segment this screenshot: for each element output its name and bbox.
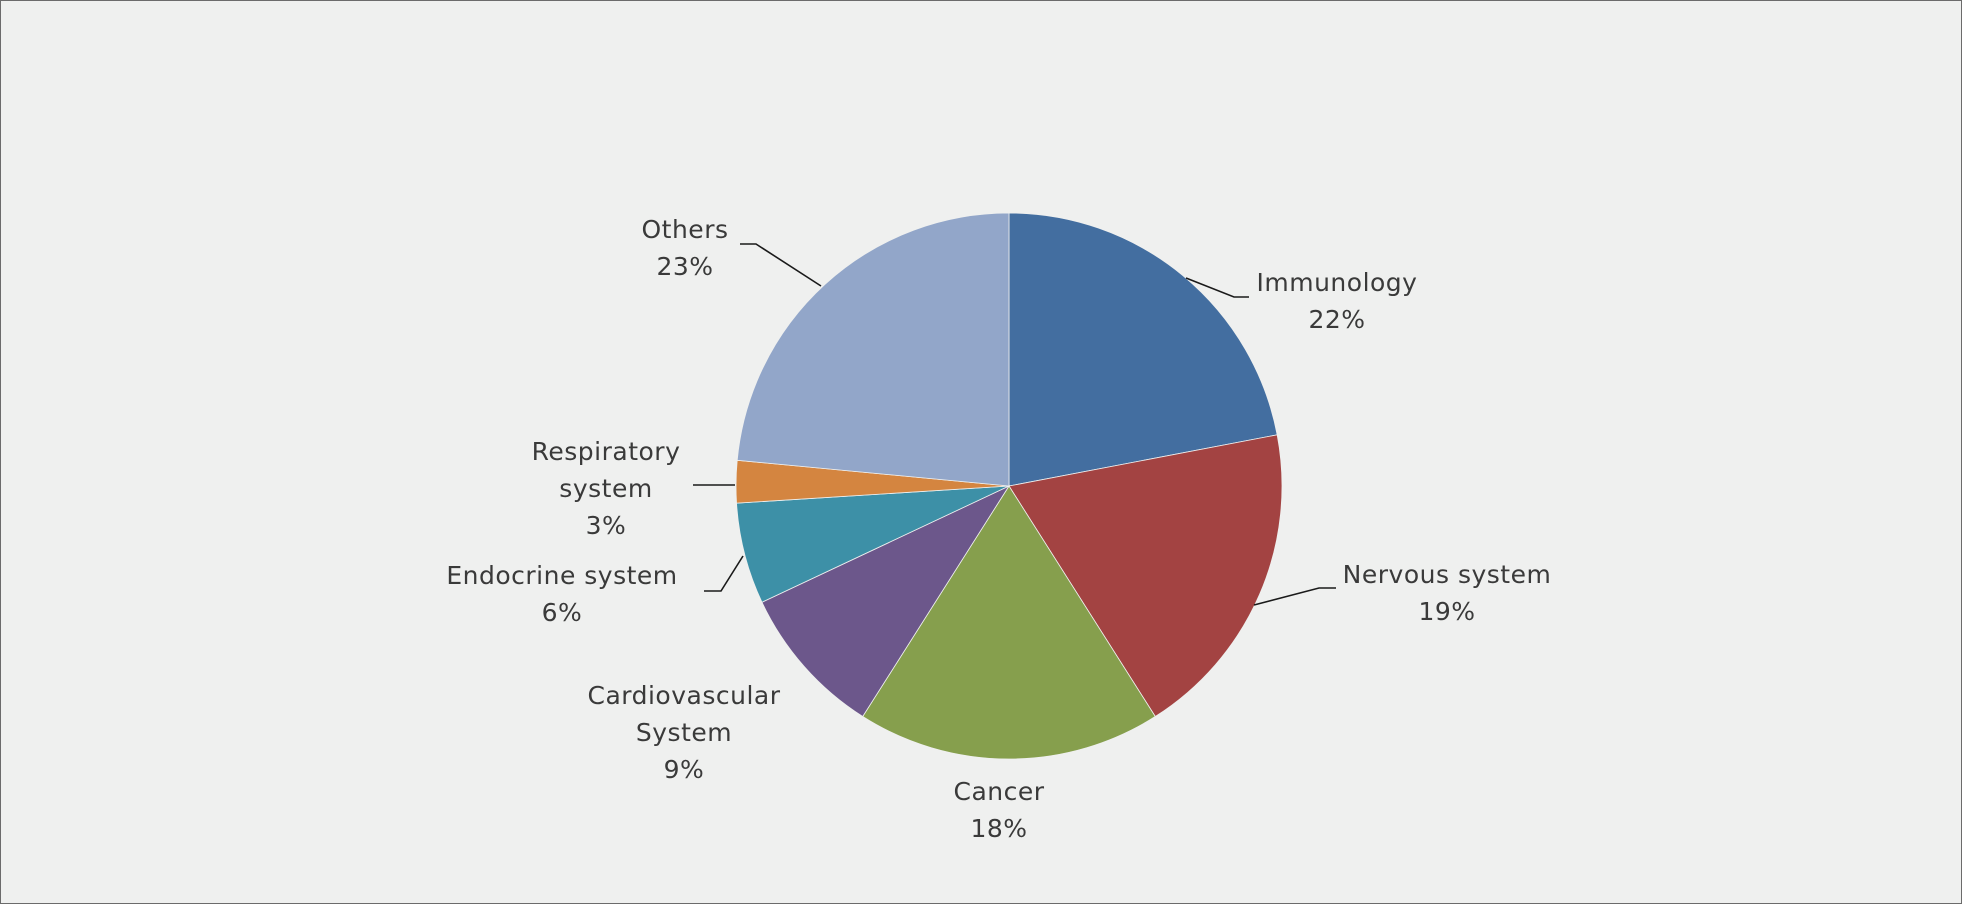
leader-lines — [693, 243, 1336, 606]
slice-category: Endocrine system — [446, 561, 677, 590]
slice-percent: 18% — [970, 814, 1027, 843]
slice-category: System — [636, 718, 732, 747]
slice-labels: Immunology 22%Nervous system 19%Cancer 18%C… — [446, 215, 1552, 843]
slice-percent: 19% — [1418, 597, 1475, 626]
pie-slice-cardiovascular-system — [761, 485, 1011, 718]
pie-slice-nervous-system — [1008, 434, 1283, 718]
slice-label-nervous-system: Nervous system 19% — [1343, 560, 1552, 626]
slice-category: system — [559, 474, 652, 503]
slice-category: Cancer — [953, 777, 1044, 806]
slice-label-cancer: Cancer 18% — [953, 777, 1044, 843]
slice-category: Respiratory — [532, 437, 681, 466]
leader-line-immunology — [1185, 277, 1249, 298]
slice-percent: 23% — [656, 252, 713, 281]
pie-slice-cancer — [862, 485, 1156, 760]
leader-line-endocrine-system — [704, 555, 744, 592]
pie-slices — [735, 212, 1283, 760]
slice-category: Nervous system — [1343, 560, 1552, 589]
pie-slice-immunology — [1008, 212, 1278, 487]
slice-label-endocrine-system: Endocrine system 6% — [446, 561, 677, 627]
leader-line-others — [740, 243, 822, 287]
leader-line-nervous-system — [1253, 587, 1336, 606]
slice-label-cardiovascular-system: Cardiovascular System 9% — [588, 681, 781, 784]
slice-percent: 3% — [586, 511, 627, 540]
slice-category: Others — [641, 215, 728, 244]
slice-category: Cardiovascular — [588, 681, 781, 710]
slice-category: Immunology — [1257, 268, 1418, 297]
pie-slice-others — [736, 212, 1010, 487]
slice-label-others: Others 23% — [641, 215, 728, 281]
slice-percent: 22% — [1308, 305, 1365, 334]
slice-percent: 9% — [664, 755, 705, 784]
slice-label-respiratory-system: Respiratory system 3% — [532, 437, 681, 540]
slice-label-immunology: Immunology 22% — [1257, 268, 1418, 334]
slice-percent: 6% — [542, 598, 583, 627]
